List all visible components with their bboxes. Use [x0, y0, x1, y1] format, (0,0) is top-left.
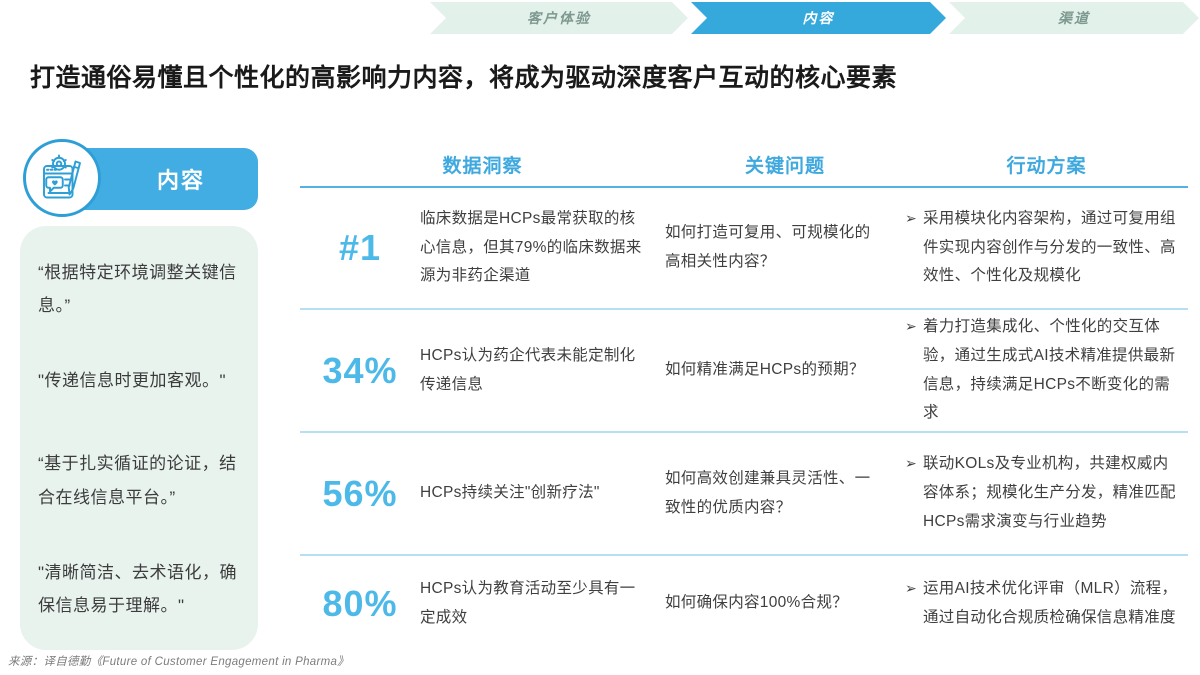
stat-value: #1	[338, 227, 382, 268]
insight-text: HCPs认为药企代表未能定制化传递信息	[420, 346, 636, 393]
sidebar-tab-label: 内容	[156, 168, 205, 193]
column-header-key-question: 关键问题	[744, 155, 825, 177]
insight-table: 数据洞察 关键问题 行动方案 #1 临床数据是HCPs最常获取的核心信息，但其7…	[300, 142, 1188, 651]
process-nav: 客户体验 内容 渠道	[430, 2, 1199, 34]
source-note: 来源：译自德勤《Future of Customer Engagement in…	[8, 656, 349, 668]
column-header-data-insight: 数据洞察	[442, 155, 523, 177]
quote-1: “根据特定环境调整关键信息。”	[38, 263, 237, 316]
content-document-pencil-icon	[23, 139, 101, 217]
table-row: 56% HCPs持续关注"创新疗法" 如何高效创建兼具灵活性、一致性的优质内容？…	[300, 433, 1188, 556]
action-text: 联动KOLs及专业机构，共建权威内容体系；规模化生产分发，精准匹配HCPs需求演…	[923, 455, 1176, 530]
quote-4: "清晰简洁、去术语化，确保信息易于理解。"	[38, 562, 238, 615]
column-header-action-plan: 行动方案	[1006, 155, 1087, 177]
insight-text: HCPs持续关注"创新疗法"	[420, 484, 600, 502]
stat-value: 80%	[322, 582, 398, 624]
table-row: 34% HCPs认为药企代表未能定制化传递信息 如何精准满足HCPs的预期？ ➢…	[300, 310, 1188, 433]
action-text: 运用AI技术优化评审（MLR）流程，通过自动化合规质检确保信息精准度	[923, 579, 1178, 626]
quote-3: “基于扎实循证的论证，结合在线信息平台。”	[38, 454, 237, 507]
question-text: 如何精准满足HCPs的预期？	[665, 361, 865, 379]
sidebar-quote-box: “根据特定环境调整关键信息。” "传递信息时更加客观。" “基于扎实循证的论证，…	[20, 226, 258, 650]
quote-2: "传递信息时更加客观。"	[38, 371, 227, 391]
question-text: 如何打造可复用、可规模化的高相关性内容？	[665, 224, 871, 270]
table-row: #1 临床数据是HCPs最常获取的核心信息，但其79%的临床数据来源为非药企渠道…	[300, 188, 1188, 310]
arrow-bullet-icon: ➢	[905, 209, 917, 226]
nav-step-label: 内容	[802, 10, 835, 26]
nav-step-customer-experience[interactable]: 客户体验	[430, 2, 688, 34]
nav-step-label: 客户体验	[527, 10, 591, 26]
arrow-bullet-icon: ➢	[905, 579, 917, 596]
nav-step-channel[interactable]: 渠道	[949, 2, 1199, 34]
question-text: 如何高效创建兼具灵活性、一致性的优质内容？	[665, 469, 871, 516]
action-text: 着力打造集成化、个性化的交互体验，通过生成式AI技术精准提供最新信息，持续满足H…	[923, 318, 1176, 422]
stat-value: 34%	[322, 349, 398, 391]
arrow-bullet-icon: ➢	[905, 318, 917, 335]
nav-step-content[interactable]: 内容	[691, 2, 946, 34]
table-row: 80% HCPs认为教育活动至少具有一定成效 如何确保内容100%合规？ ➢ 运…	[300, 556, 1188, 651]
insight-text: 临床数据是HCPs最常获取的核心信息，但其79%的临床数据来源为非药企渠道	[420, 209, 642, 285]
insight-text: HCPs认为教育活动至少具有一定成效	[420, 579, 636, 626]
question-text: 如何确保内容100%合规？	[665, 594, 849, 612]
page-title: 打造通俗易懂且个性化的高影响力内容，将成为驱动深度客户互动的核心要素	[30, 64, 898, 92]
arrow-bullet-icon: ➢	[905, 455, 917, 472]
stat-value: 56%	[322, 472, 398, 514]
table-header-row: 数据洞察 关键问题 行动方案	[300, 142, 1188, 188]
action-text: 采用模块化内容架构，通过可复用组件实现内容创作与分发的一致性、高效性、个性化及规…	[923, 209, 1176, 285]
nav-step-label: 渠道	[1058, 10, 1090, 26]
